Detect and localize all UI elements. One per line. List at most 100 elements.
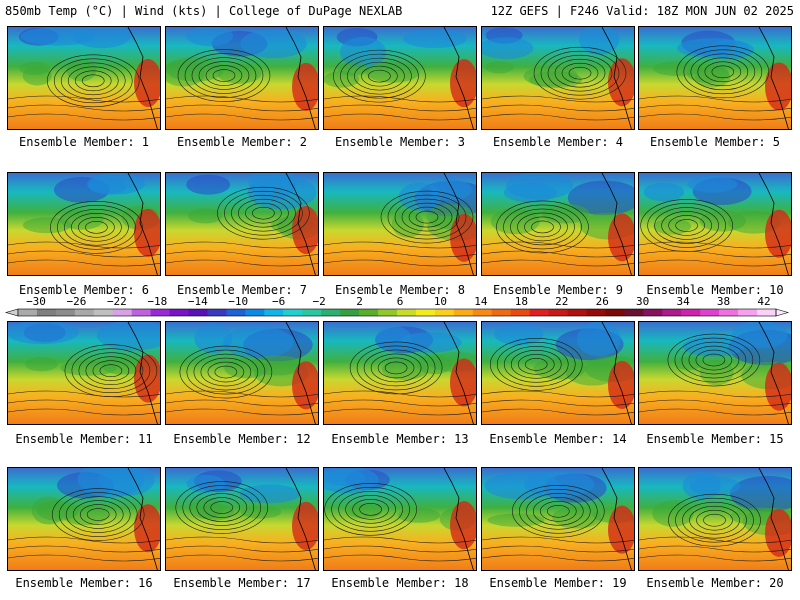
colorbar-segment bbox=[548, 309, 568, 316]
colorbar-segment bbox=[757, 309, 777, 316]
colorbar-segment bbox=[131, 309, 152, 316]
colorbar-tick: 2 bbox=[356, 295, 363, 308]
colorbar-segment bbox=[738, 309, 758, 316]
colorbar-segment bbox=[150, 309, 170, 316]
ensemble-member-caption: Ensemble Member: 7 bbox=[176, 283, 308, 297]
ensemble-member-map bbox=[165, 321, 319, 425]
colorbar-tick: 42 bbox=[757, 295, 771, 308]
ensemble-member-map bbox=[638, 467, 792, 571]
colorbar-segment bbox=[510, 309, 531, 316]
colorbar-segment bbox=[434, 309, 455, 316]
ensemble-member-caption: Ensemble Member: 20 bbox=[646, 576, 784, 590]
ensemble-member-map bbox=[165, 467, 319, 571]
colorbar-max-arrow bbox=[775, 308, 790, 317]
colorbar-tick: −26 bbox=[66, 295, 87, 308]
ensemble-member-map bbox=[7, 321, 161, 425]
ensemble-member-map bbox=[165, 26, 319, 130]
colorbar-segment bbox=[567, 309, 587, 316]
ensemble-member-caption: Ensemble Member: 10 bbox=[646, 283, 784, 297]
colorbar-tick: 10 bbox=[433, 295, 448, 308]
ensemble-member-caption: Ensemble Member: 4 bbox=[492, 135, 624, 149]
colorbar-segment bbox=[169, 309, 189, 316]
colorbar-segment bbox=[36, 309, 57, 316]
colorbar-segment bbox=[378, 309, 398, 316]
ensemble-member-map bbox=[638, 321, 792, 425]
colorbar-tick: −30 bbox=[26, 295, 46, 308]
colorbar-tick: 34 bbox=[676, 295, 690, 308]
colorbar-segment bbox=[302, 309, 322, 316]
ensemble-member-caption: Ensemble Member: 15 bbox=[646, 432, 784, 446]
colorbar-segment bbox=[321, 309, 341, 316]
colorbar-segment bbox=[55, 309, 76, 316]
ensemble-member-map bbox=[165, 172, 319, 276]
colorbar-segment bbox=[719, 309, 739, 316]
chart-title: 850mb Temp (°C) | Wind (kts) | College o… bbox=[5, 4, 403, 18]
ensemble-member-map bbox=[7, 172, 161, 276]
colorbar-segment bbox=[491, 309, 512, 316]
colorbar-segment bbox=[662, 309, 682, 316]
ensemble-member-map bbox=[481, 467, 635, 571]
colorbar-tick: −18 bbox=[147, 295, 168, 308]
ensemble-member-caption: Ensemble Member: 16 bbox=[15, 576, 153, 590]
colorbar-tick: 22 bbox=[555, 295, 569, 308]
ensemble-member-caption: Ensemble Member: 3 bbox=[334, 135, 466, 149]
ensemble-member-caption: Ensemble Member: 17 bbox=[173, 576, 311, 590]
colorbar-segment bbox=[453, 309, 474, 316]
colorbar-tick: 14 bbox=[474, 295, 488, 308]
ensemble-member-caption: Ensemble Member: 19 bbox=[489, 576, 627, 590]
ensemble-member-map bbox=[323, 172, 477, 276]
colorbar-segment bbox=[529, 309, 549, 316]
colorbar-tick: 6 bbox=[396, 295, 404, 308]
colorbar-tick: −22 bbox=[106, 295, 127, 308]
colorbar-segment bbox=[18, 309, 38, 316]
ensemble-member-map bbox=[481, 26, 635, 130]
colorbar-segment bbox=[245, 309, 265, 316]
ensemble-member-caption: Ensemble Member: 13 bbox=[331, 432, 469, 446]
colorbar-tick: 38 bbox=[716, 295, 731, 308]
colorbar-segment bbox=[586, 309, 606, 316]
colorbar-segment bbox=[207, 309, 227, 316]
ensemble-member-caption: Ensemble Member: 8 bbox=[334, 283, 466, 297]
colorbar-segment bbox=[264, 309, 284, 316]
ensemble-member-caption: Ensemble Member: 2 bbox=[176, 135, 308, 149]
colorbar-segment bbox=[340, 309, 360, 316]
colorbar-segment bbox=[643, 309, 663, 316]
colorbar-segment bbox=[226, 309, 246, 316]
ensemble-member-map bbox=[638, 172, 792, 276]
colorbar-segment bbox=[681, 309, 701, 316]
colorbar-tick: −2 bbox=[312, 295, 326, 308]
colorbar-tick: −10 bbox=[228, 295, 249, 308]
colorbar-segment bbox=[605, 309, 625, 316]
colorbar-tick: 26 bbox=[595, 295, 609, 308]
colorbar-segment bbox=[624, 309, 644, 316]
colorbar-segment bbox=[112, 309, 133, 316]
ensemble-member-map bbox=[7, 26, 161, 130]
ensemble-member-caption: Ensemble Member: 12 bbox=[173, 432, 311, 446]
colorbar-tick: −14 bbox=[187, 295, 208, 308]
ensemble-member-map bbox=[323, 26, 477, 130]
colorbar-segment bbox=[472, 309, 493, 316]
colorbar-segment bbox=[283, 309, 303, 316]
ensemble-member-map bbox=[481, 321, 635, 425]
model-run-valid-time: 12Z GEFS | F246 Valid: 18Z MON JUN 02 20… bbox=[490, 4, 794, 18]
ensemble-member-caption: Ensemble Member: 14 bbox=[489, 432, 627, 446]
ensemble-member-caption: Ensemble Member: 5 bbox=[649, 135, 781, 149]
ensemble-member-caption: Ensemble Member: 18 bbox=[331, 576, 469, 590]
colorbar-segment bbox=[188, 309, 208, 316]
ensemble-member-caption: Ensemble Member: 9 bbox=[492, 283, 624, 297]
colorbar-tick: −6 bbox=[272, 295, 286, 308]
ensemble-member-map bbox=[7, 467, 161, 571]
colorbar-segment bbox=[93, 309, 114, 316]
ensemble-member-caption: Ensemble Member: 11 bbox=[15, 432, 153, 446]
ensemble-member-caption: Ensemble Member: 1 bbox=[18, 135, 150, 149]
ensemble-member-map bbox=[638, 26, 792, 130]
ensemble-member-map bbox=[323, 467, 477, 571]
colorbar-segment bbox=[700, 309, 720, 316]
colorbar-tick: 18 bbox=[514, 295, 528, 308]
colorbar-segment bbox=[74, 309, 95, 316]
ensemble-member-caption: Ensemble Member: 6 bbox=[18, 283, 150, 297]
colorbar-segment bbox=[359, 309, 379, 316]
ensemble-member-map bbox=[481, 172, 635, 276]
ensemble-member-map bbox=[323, 321, 477, 425]
temperature-colorbar bbox=[4, 308, 790, 317]
